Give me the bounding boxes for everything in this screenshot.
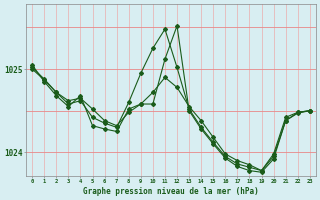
X-axis label: Graphe pression niveau de la mer (hPa): Graphe pression niveau de la mer (hPa) bbox=[83, 187, 259, 196]
